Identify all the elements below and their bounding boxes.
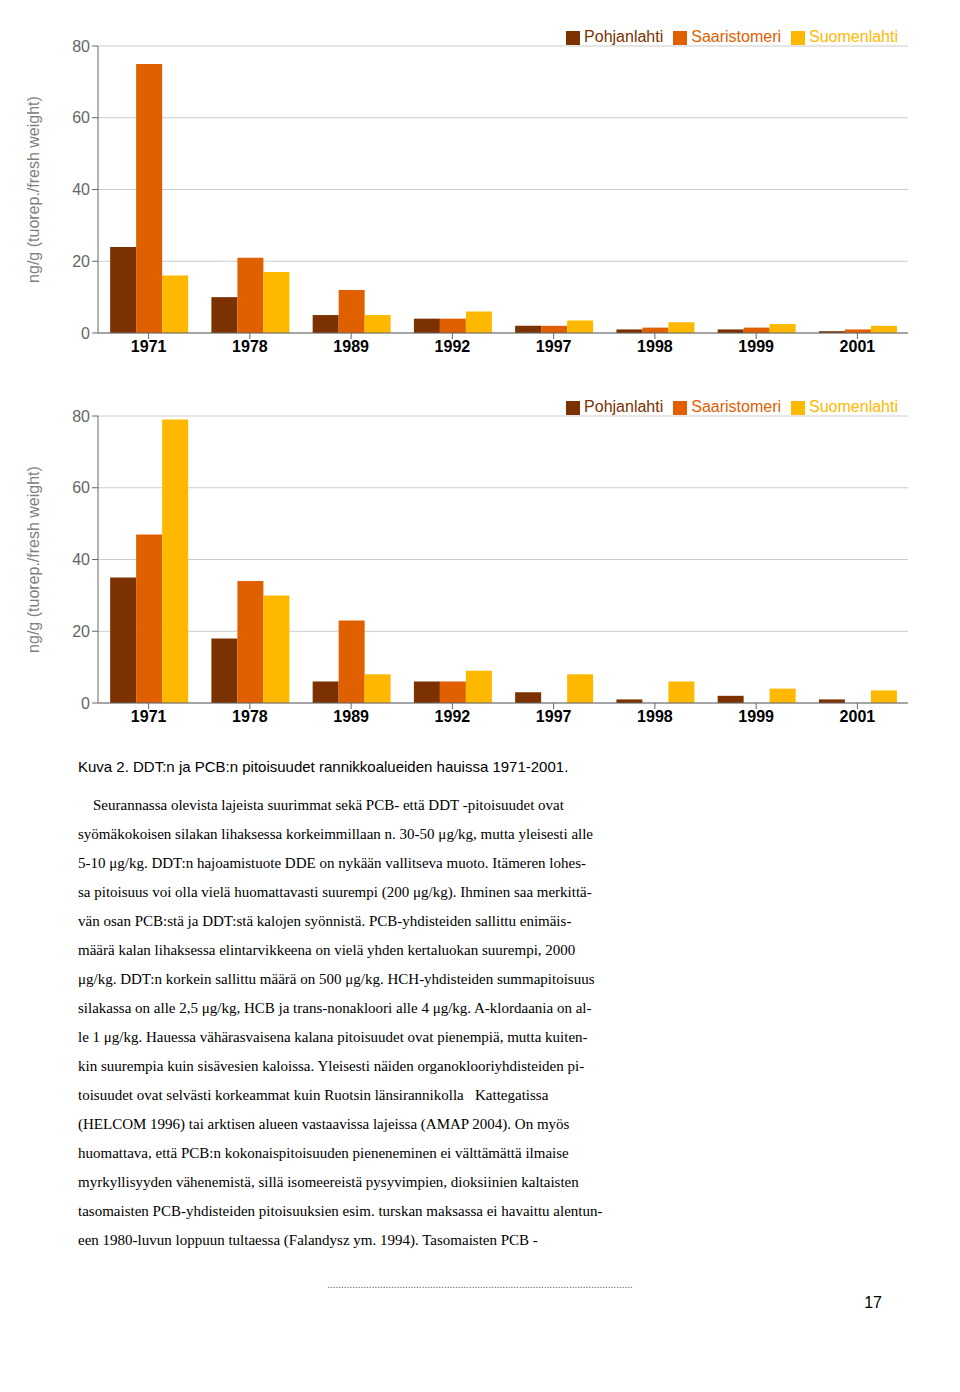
svg-text:1992: 1992 <box>435 708 471 725</box>
svg-text:ng/g (tuorep./fresh weight): ng/g (tuorep./fresh weight) <box>25 96 42 283</box>
svg-text:2001: 2001 <box>840 338 876 355</box>
html-text:Kuva 2. DDT:n ja PCB:n pitoisu: Kuva 2. DDT:n ja PCB:n pitoisuudet ranni… <box>78 758 569 775</box>
svg-text:80: 80 <box>72 38 90 55</box>
svg-text:40: 40 <box>72 551 90 568</box>
html-text:syömäkokoisen silakan lihakses: syömäkokoisen silakan lihaksessa korkeim… <box>78 826 593 842</box>
svg-text:1978: 1978 <box>232 338 268 355</box>
html-text:myrkyllisyyden vähenemistä, si: myrkyllisyyden vähenemistä, sillä isomee… <box>78 1174 579 1190</box>
html-text:tasomaisten PCB-yhdisteiden pi: tasomaisten PCB-yhdisteiden pitoisuuksie… <box>78 1203 603 1219</box>
html-text:μg/kg. DDT:n korkein sallittu: μg/kg. DDT:n korkein sallittu määrä on 5… <box>78 971 595 987</box>
svg-text:1998: 1998 <box>637 708 673 725</box>
html-text:Pohjanlahti: Pohjanlahti <box>584 28 664 45</box>
svg-text:1999: 1999 <box>738 338 774 355</box>
html-text:Saaristomeri: Saaristomeri <box>691 398 781 415</box>
svg-text:1998: 1998 <box>637 338 673 355</box>
svg-text:20: 20 <box>72 623 90 640</box>
svg-text:1971: 1971 <box>131 708 167 725</box>
html-text:silakassa on alle 2,5 μg/kg, H: silakassa on alle 2,5 μg/kg, HCB ja tran… <box>78 1000 592 1016</box>
svg-text:1999: 1999 <box>738 708 774 725</box>
svg-text:1978: 1978 <box>232 708 268 725</box>
svg-text:ng/g (tuorep./fresh weight): ng/g (tuorep./fresh weight) <box>25 466 42 653</box>
svg-text:60: 60 <box>72 109 90 126</box>
html-text:Suomenlahti: Suomenlahti <box>809 28 898 45</box>
html-text:een 1980-luvun loppuun tultaes: een 1980-luvun loppuun tultaessa (Faland… <box>78 1232 538 1248</box>
svg-text:1989: 1989 <box>333 708 369 725</box>
html-text:sa pitoisuus voi olla vielä hu: sa pitoisuus voi olla vielä huomattavast… <box>78 884 592 900</box>
html-text:Pohjanlahti: Pohjanlahti <box>584 398 664 415</box>
svg-text:20: 20 <box>72 253 90 270</box>
svg-text:1971: 1971 <box>131 338 167 355</box>
html-text:5-10 μg/kg. DDT:n hajoamistuot: 5-10 μg/kg. DDT:n hajoamistuote DDE on n… <box>78 855 586 871</box>
svg-text:0: 0 <box>81 325 90 342</box>
html-text:huomattava, että PCB:n kokonai: huomattava, että PCB:n kokonaispitoisuud… <box>78 1145 569 1161</box>
svg-text:60: 60 <box>72 479 90 496</box>
html-text:17: 17 <box>864 1294 882 1311</box>
svg-text:0: 0 <box>81 695 90 712</box>
svg-text:80: 80 <box>72 408 90 425</box>
html-text:Saaristomeri: Saaristomeri <box>691 28 781 45</box>
svg-text:1997: 1997 <box>536 338 572 355</box>
html-text:Suomenlahti: Suomenlahti <box>809 398 898 415</box>
html-text:le 1 μg/kg. Hauessa vähärasvai: le 1 μg/kg. Hauessa vähärasvaisena kalan… <box>78 1029 588 1045</box>
html-text:kin suurempia kuin sisävesien: kin suurempia kuin sisävesien kaloissa. … <box>78 1058 585 1074</box>
svg-text:1997: 1997 <box>536 708 572 725</box>
html-text:(HELCOM 1996) tai arktisen alu: (HELCOM 1996) tai arktisen alueen vastaa… <box>78 1116 570 1132</box>
html-text:toisuudet ovat selvästi korkea: toisuudet ovat selvästi korkeammat kuin … <box>78 1087 549 1103</box>
svg-text:40: 40 <box>72 181 90 198</box>
svg-text:1989: 1989 <box>333 338 369 355</box>
html-text:vän osan PCB:stä ja DDT:stä ka: vän osan PCB:stä ja DDT:stä kalojen syön… <box>78 913 572 929</box>
svg-text:2001: 2001 <box>840 708 876 725</box>
html-text:määrä kalan lihaksessa elintar: määrä kalan lihaksessa elintarvikkeena o… <box>78 942 576 958</box>
html-text:Seurannassa olevista lajeista: Seurannassa olevista lajeista suurimmat … <box>78 797 564 813</box>
svg-text:1992: 1992 <box>435 338 471 355</box>
